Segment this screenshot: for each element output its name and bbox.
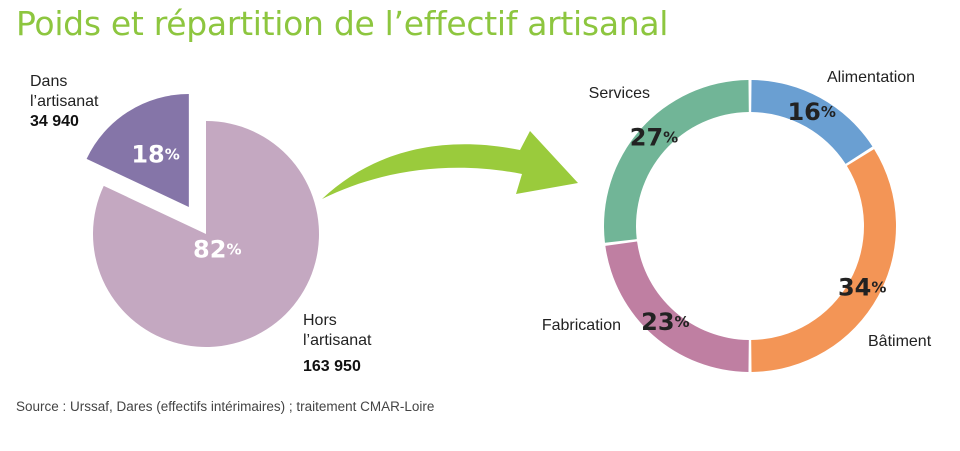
arrow-shape (322, 131, 578, 199)
donut-value-label-3: 27% (630, 123, 678, 151)
pie-count-1: 163 950 (303, 358, 361, 375)
transition-arrow (322, 131, 578, 199)
pie-value-label-1: 82% (193, 235, 241, 263)
donut-label-1: Bâtiment (868, 333, 932, 350)
source-note: Source : Urssaf, Dares (effectifs intéri… (16, 399, 435, 414)
pie-value-label-0: 18% (131, 141, 179, 169)
pie-label-0-line-0: Dans (30, 73, 67, 90)
donut-chart: 16% Alimentation 34% Bâtiment 23% Fabrication… (542, 69, 932, 372)
donut-value-label-1: 34% (838, 274, 886, 302)
pie-count-0: 34 940 (30, 113, 79, 130)
donut-label-2: Fabrication (542, 317, 621, 334)
donut-slice-1 (751, 149, 896, 372)
pie-label-0-line-1: l’artisanat (30, 93, 99, 110)
donut-slice-3 (604, 80, 749, 243)
pie-slice-1 (92, 121, 319, 347)
pie-label-1-line-0: Hors (303, 312, 337, 329)
donut-value-label-0: 16% (787, 98, 835, 126)
pie-chart: 18% 82% Dans l’artisanat 34 940 Hors l’artisan… (30, 73, 372, 375)
chart-title: Poids et répartition de l’effectif artis… (16, 4, 669, 43)
donut-label-3: Services (589, 85, 650, 102)
donut-value-label-2: 23% (641, 308, 689, 336)
pie-label-1-line-1: l’artisanat (303, 332, 372, 349)
donut-label-0: Alimentation (827, 69, 915, 86)
donut-slice-2 (605, 241, 749, 372)
pie-slice-0 (86, 93, 189, 207)
donut-slice-0 (751, 80, 873, 164)
